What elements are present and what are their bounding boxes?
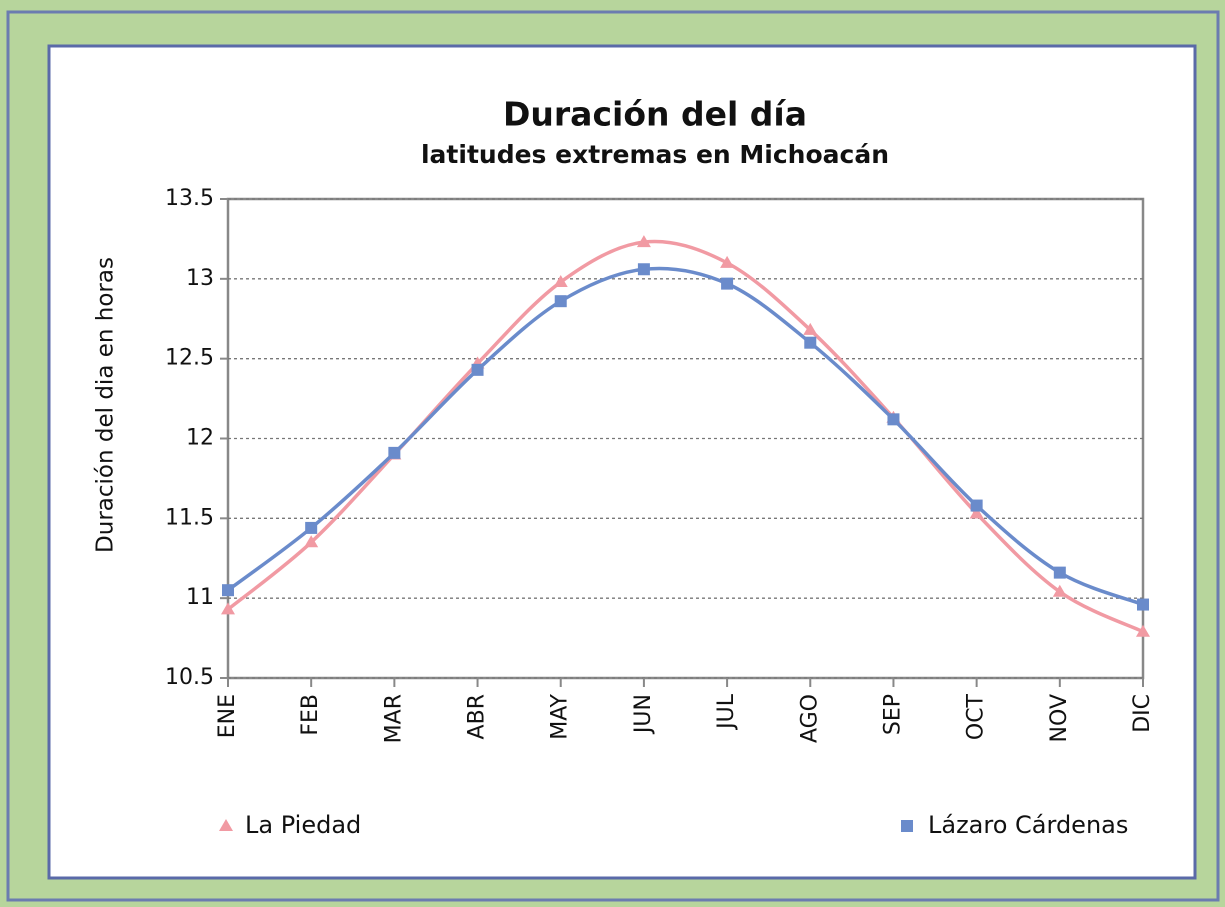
y-tick-label: 13.5: [165, 186, 214, 211]
marker: [304, 535, 319, 548]
marker: [721, 277, 734, 290]
legend-label: La Piedad: [245, 811, 361, 839]
marker: [1136, 624, 1150, 637]
marker: [222, 584, 234, 597]
chart-title: Duración del día: [503, 95, 807, 134]
marker: [970, 499, 983, 512]
chart-subtitle: latitudes extremas en Michoacán: [421, 140, 889, 169]
marker: [305, 521, 318, 534]
marker: [803, 322, 818, 335]
marker: [901, 820, 913, 832]
x-tick-label: NOV: [1047, 694, 1072, 742]
x-tick-label: AGO: [797, 694, 822, 743]
y-tick-label: 10.5: [165, 665, 214, 690]
marker: [637, 263, 650, 276]
marker: [804, 336, 817, 349]
marker: [219, 819, 233, 831]
x-tick-label: FEB: [298, 694, 323, 736]
y-tick-label: 13: [186, 266, 214, 291]
x-tick-label: DIC: [1130, 694, 1155, 733]
y-tick-label: 11: [186, 585, 214, 610]
marker: [388, 446, 401, 459]
x-tick-label: JUN: [631, 694, 656, 735]
marker: [554, 295, 567, 308]
y-tick-label: 12.5: [165, 346, 214, 371]
marker: [553, 275, 568, 288]
marker: [1053, 566, 1066, 579]
y-axis-label: Duración del dia en horas: [93, 257, 119, 553]
y-tick-label: 12: [186, 426, 214, 451]
marker: [221, 602, 235, 615]
y-tick-label: 11.5: [165, 505, 214, 530]
x-tick-label: ABR: [465, 694, 490, 739]
outer-border: [6, 10, 1220, 902]
x-tick-label: SEP: [880, 694, 905, 735]
x-tick-label: MAY: [548, 693, 573, 739]
marker: [1052, 584, 1067, 597]
marker: [720, 255, 735, 268]
marker: [1137, 598, 1149, 611]
marker: [636, 235, 651, 248]
x-tick-label: OCT: [964, 693, 989, 740]
legend-label: Lázaro Cárdenas: [928, 811, 1128, 839]
marker: [887, 413, 900, 426]
x-tick-label: JUL: [714, 693, 739, 731]
x-tick-label: ENE: [215, 694, 240, 738]
marker: [471, 363, 484, 376]
marker: [969, 506, 984, 519]
x-tick-label: MAR: [381, 694, 406, 743]
